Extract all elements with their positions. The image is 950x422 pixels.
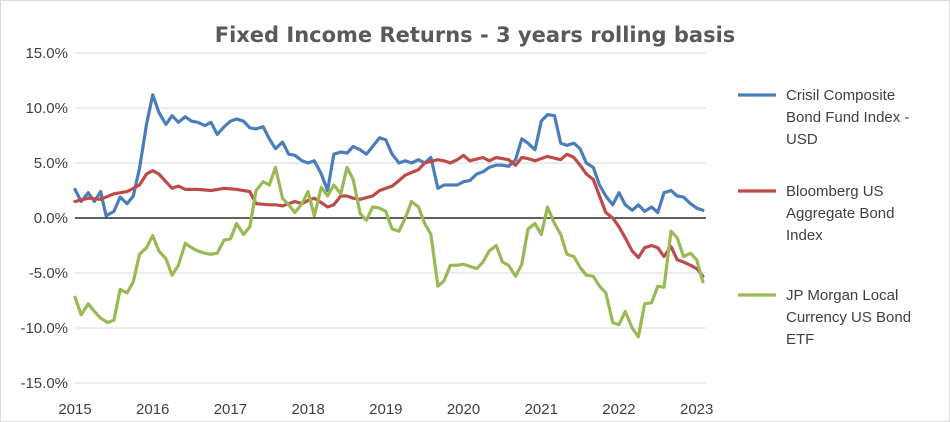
legend-label: USD (786, 131, 818, 148)
x-tick-label: 2018 (291, 401, 324, 418)
x-tick-label: 2022 (602, 401, 635, 418)
y-tick-label: -10.0% (20, 320, 68, 337)
x-tick-label: 2015 (58, 401, 91, 418)
legend-label: Crisil Composite (786, 87, 895, 104)
legend: Crisil Composite Bond Fund Index - USD Bloo… (738, 87, 911, 348)
series-line-jp-morgan-local-currency-us-bond-etf (73, 165, 705, 339)
x-tick-label: 2019 (369, 401, 402, 418)
legend-label: ETF (786, 331, 814, 348)
y-tick-label: 10.0% (25, 100, 68, 117)
legend-label: Index (786, 227, 823, 244)
x-axis-ticks: 2015 2016 2017 2018 2019 2020 2021 2022 2023 (58, 401, 713, 418)
x-tick-label: 2016 (136, 401, 169, 418)
legend-label: Bond Fund Index - (786, 109, 909, 126)
legend-label: Bloomberg US (786, 183, 884, 200)
x-tick-label: 2020 (447, 401, 480, 418)
y-tick-label: 5.0% (34, 155, 68, 172)
x-tick-label: 2017 (214, 401, 247, 418)
legend-label: JP Morgan Local (786, 287, 898, 304)
y-tick-label: 15.0% (25, 45, 68, 62)
x-tick-label: 2021 (525, 401, 558, 418)
y-tick-label: -5.0% (29, 265, 68, 282)
y-tick-label: -15.0% (20, 375, 68, 392)
series-line-crisil-composite-bond-fund-index-usd (73, 93, 705, 218)
legend-label: Aggregate Bond (786, 205, 894, 222)
series-line-bloomberg-us-aggregate-bond-index (73, 152, 705, 278)
y-axis-ticks: 15.0% 10.0% 5.0% 0.0% -5.0% -10.0% -15.0% (20, 45, 68, 392)
gridlines (75, 52, 706, 384)
x-tick-label: 2023 (680, 401, 713, 418)
legend-label: Currency US Bond (786, 309, 911, 326)
chart-title: Fixed Income Returns - 3 years rolling b… (215, 23, 736, 47)
series-lines (73, 93, 705, 339)
y-tick-label: 0.0% (34, 210, 68, 227)
